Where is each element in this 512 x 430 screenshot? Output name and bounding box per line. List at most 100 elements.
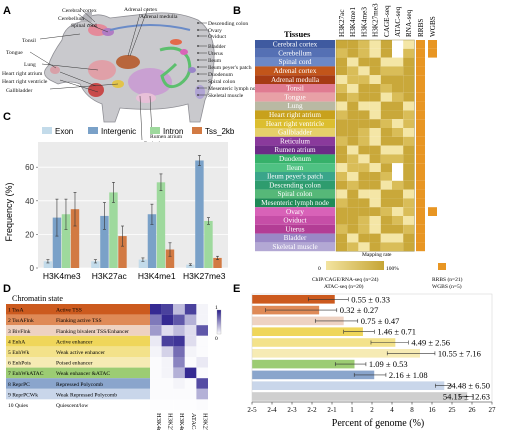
bar-intergenic [52,217,62,268]
mapping-rate-cell [369,101,381,111]
assay-label-rna-seq: RNA-seq [405,9,413,37]
state-row-swatch [6,304,150,315]
mapping-rate-cell [358,84,370,93]
emission-cell [196,367,208,379]
rrbs-cell [416,40,425,49]
mapping-rate-cell [403,163,415,172]
assay-label-h3k4me1: H3K4me1 [349,7,357,37]
mapping-rate-cell [392,224,404,234]
mapping-rate-cell [369,163,381,172]
mapping-rate-cell [369,128,381,137]
emission-cell [150,314,162,326]
mapping-rate-cell [347,92,359,102]
panel-e: E 0.55 ± 0.330.32 ± 0.270.75 ± 0.471.46 … [233,283,496,429]
wgbs-cell [428,48,437,58]
rrbs-cell [416,224,425,234]
mapping-rate-cell [358,92,370,102]
state-id: 2 TssAFlnk [8,318,34,324]
scale-max: 100% [386,266,399,272]
methylation-bars [416,40,437,252]
label-lung: Lung [24,62,36,68]
panel-b: B Tissues H3K27ac H3K4me1 H3K4me3 H3K27me3 C… [233,3,463,290]
mapping-rate-cell [403,216,415,225]
emission-cell [196,388,208,400]
mark-label-h3k4me1: H3K4me1 [178,413,185,430]
rrbs-cell [416,163,425,172]
tissue-row-swatch [255,180,335,190]
mapping-rate-cell [369,216,381,225]
mapping-rate-cell [403,110,415,120]
x-tick-label: H3K4me1 [138,271,176,281]
mapping-rate-cell [380,75,392,84]
mapping-rate-cell [369,242,381,252]
y-tick-label: 40 [25,197,34,206]
mapping-rate-cell [336,136,348,146]
y-tick-label: 0 [30,264,35,273]
mapping-rate-grid [335,39,415,252]
tissues-header: Tissues [284,29,311,39]
mapping-rate-cell [403,242,415,252]
mapping-rate-cell [403,224,415,234]
emission-cell [161,346,174,357]
panel-a-letter: A [3,5,11,17]
rrbs-swatch [438,263,446,270]
assay-label-h3k4me3: H3K4me3 [360,7,368,37]
mapping-rate-cell [369,92,381,102]
rrbs-cell [416,154,425,164]
grid-frame [335,39,415,252]
legend-label: Intergenic [101,127,136,136]
mapping-rate-cell [358,216,370,225]
mapping-rate-cell [392,163,404,172]
emission-scale [216,309,222,335]
leader-dot-8 [197,80,199,82]
mapping-rate-cell [392,92,404,102]
mapping-rate-cell [358,224,370,234]
bar-intergenic [147,214,157,268]
emission-cell [184,314,197,326]
legend-chip-rna: ChIP/CAGE/RNA-seq (n=24) [312,276,379,283]
mapping-rate-cell [336,57,348,67]
mapping-rate-cell [347,110,359,120]
leader-dot-3 [197,45,199,47]
tissue-label: Heart right atrium [269,111,321,119]
tissue-label: Adrenal medulla [271,76,320,84]
x-tick-label: 25 [449,406,457,414]
mapping-rate-cell [358,180,370,190]
tissue-label: Mesenteric lymph node [261,199,329,207]
emission-cell [184,388,197,400]
bar-exon [43,261,53,268]
state-row-swatch [6,335,150,347]
panel-b-letter: B [233,5,241,17]
mapping-rate-cell [380,216,392,225]
label-ileum-peyer-s-patch: Ileum peyer's patch [208,65,252,71]
mapping-rate-cell [336,216,348,225]
mapping-rate-cell [369,189,381,199]
state-description: Poised enhancer [56,361,93,367]
state-description: Repressed Polycomb [56,382,103,388]
mapping-rate-cell [392,84,404,93]
mapping-rate-cell [380,84,392,93]
rrbs-cell [416,207,425,216]
assay-label-h3k27me3: H3K27me3 [372,3,380,37]
tissue-label: Cerebral cortex [273,41,318,49]
mapping-rate-cell [347,66,359,76]
mapping-rate-cell [358,198,370,208]
state-id: 1 TssA [8,308,24,314]
mapping-rate-cell [392,172,404,181]
label-descending-colon: Descending colon [208,21,248,27]
tissue-label: Heart right ventricle [266,120,324,128]
mapping-rate-cell [369,136,381,146]
mapping-rate-cell [369,110,381,120]
rrbs-cell [416,145,425,155]
tissue-row-swatch [255,92,335,102]
mapping-rate-cell [392,119,404,128]
bar-tss-2kb [165,249,175,268]
mapping-rate-cell [403,101,415,111]
panel-c-ylabel: Frequency (%) [4,182,14,241]
emission-cell [150,346,162,357]
state-row-swatch [6,388,150,400]
mapping-rate-cell [347,189,359,199]
label-bladder: Bladder [208,44,226,50]
mapping-rate-cell [358,48,370,58]
legend-rrbs: RRBS (n=21) [432,276,463,283]
